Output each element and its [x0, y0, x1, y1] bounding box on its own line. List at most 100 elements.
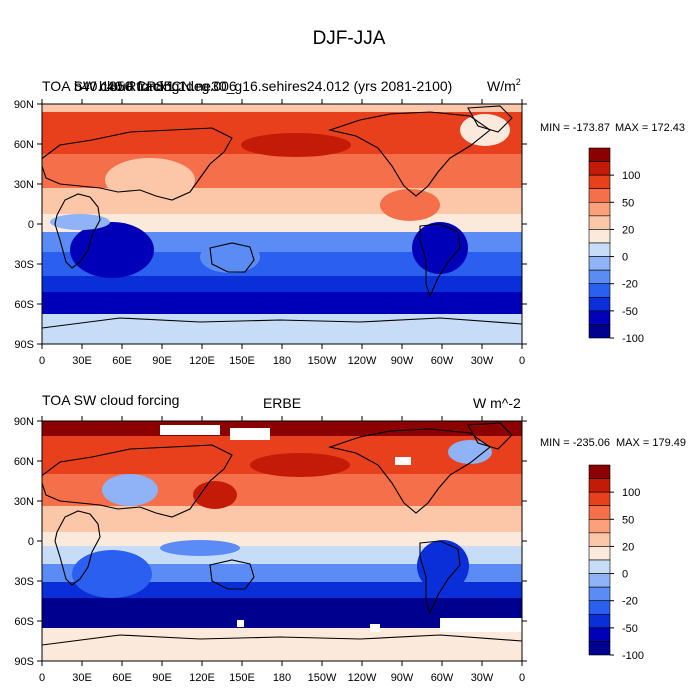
lat-label: 90N — [14, 416, 34, 428]
lat-label: 30N — [14, 179, 34, 191]
coast-eurasia — [42, 127, 233, 201]
coastlines — [42, 105, 522, 329]
field-blob — [250, 453, 350, 477]
missing-data — [370, 624, 380, 632]
lon-label: 0 — [519, 672, 525, 684]
colorbar-label: 50 — [622, 197, 634, 209]
lat-label: 30N — [14, 496, 34, 508]
colorbar-swatch — [588, 586, 611, 602]
missing-data — [395, 457, 411, 465]
lon-label: 180 — [273, 355, 291, 367]
colorbar-label: -50 — [622, 623, 638, 635]
missing-data — [230, 428, 270, 440]
lat-label: 90S — [14, 339, 34, 351]
coast-south-america — [419, 540, 461, 615]
lon-label: 120E — [189, 672, 215, 684]
lon-label: 150W — [308, 355, 337, 367]
panel-2-axes: 0 30E 60E 90E 120E 150E 180 150W 120W 90W 60W 30W 09… — [14, 416, 527, 684]
coast-north-america — [327, 111, 491, 197]
coast-australia — [209, 559, 255, 590]
panel-1-units-base: W/m — [487, 78, 516, 94]
field-blob — [160, 540, 240, 556]
missing-data — [237, 620, 244, 627]
panel-1-min-label: MIN = -173.87 — [540, 122, 610, 134]
lon-label: 150E — [229, 672, 255, 684]
colorbar-swatch — [588, 613, 611, 629]
lat-label: 60S — [14, 616, 34, 628]
colorbar-swatch — [588, 324, 611, 339]
lon-label: 30W — [471, 355, 494, 367]
coast-australia — [209, 242, 255, 273]
colorbar-label: 100 — [622, 487, 640, 499]
lon-label: 60W — [431, 672, 454, 684]
lon-label: 150E — [229, 355, 255, 367]
colorbar-swatch — [588, 532, 611, 547]
figure-title: DJF-JJA — [313, 28, 386, 49]
field-band — [42, 546, 522, 566]
field-blob — [50, 214, 110, 230]
panel-2-min-label: MIN = -235.06 — [540, 437, 610, 449]
field-blob — [448, 440, 492, 464]
panel-2-units: W m^-2 — [473, 395, 521, 411]
field-blob — [417, 540, 469, 592]
lon-label: 60E — [112, 672, 132, 684]
field-band — [42, 532, 522, 548]
field-band — [42, 564, 522, 584]
field-blob — [102, 474, 158, 506]
colorbar-swatch — [588, 269, 611, 285]
colorbar-swatch — [588, 147, 611, 162]
panel-1-colorbar: 100 50 20 0 -20 -50 -100 — [588, 147, 644, 345]
colorbar-label: -100 — [622, 650, 644, 662]
lon-label: 60E — [112, 355, 132, 367]
coast-greenland — [467, 105, 513, 133]
panel-observed: TOA SW cloud forcing ERBE W m^-2 — [14, 392, 686, 684]
colorbar-swatch — [588, 256, 611, 271]
colorbar-swatch — [588, 546, 611, 561]
colorbar-swatch — [588, 505, 611, 520]
colorbar-label: 50 — [622, 514, 634, 526]
colorbar-swatch — [588, 641, 611, 656]
lon-label: 30E — [72, 672, 92, 684]
lat-label: 90N — [14, 99, 34, 111]
colorbar-label: -100 — [622, 333, 644, 345]
panel-1-map — [42, 104, 522, 344]
colorbar-swatch — [588, 600, 611, 615]
colorbar-swatch — [588, 242, 611, 257]
colorbar-swatch — [588, 296, 611, 312]
lon-label: 30E — [72, 355, 92, 367]
colorbar-swatch — [588, 573, 611, 588]
panel-2-map — [42, 421, 522, 661]
missing-data — [440, 618, 522, 632]
coast-south-america — [419, 223, 461, 298]
coast-eurasia — [42, 444, 233, 518]
panel-1-center-title: b40.1850.track1.1deg.006 — [74, 78, 237, 94]
colorbar-label: 20 — [622, 541, 634, 553]
colorbar-label: -20 — [622, 596, 638, 608]
colorbar-swatch — [588, 478, 611, 493]
field-blob — [193, 481, 237, 509]
lon-label: 0 — [39, 672, 45, 684]
panel-1-max-label: MAX = 172.43 — [615, 122, 685, 134]
lon-label: 60W — [431, 355, 454, 367]
colorbar-swatch — [588, 310, 611, 325]
field-band — [42, 628, 522, 661]
lon-label: 30W — [471, 672, 494, 684]
colorbar-swatch — [588, 627, 611, 642]
colorbar-swatch — [588, 229, 611, 244]
panel-1-axes: 0 30E 60E 90E 120E 150E 180 150W 120W 90W 60W 30W 09… — [14, 99, 527, 367]
colorbar-swatch — [588, 518, 611, 534]
lat-label: 30S — [14, 576, 34, 588]
field-blob — [241, 133, 351, 157]
lon-label: 0 — [519, 355, 525, 367]
lat-label: 0 — [28, 219, 34, 231]
panel-2-center-title: ERBE — [263, 395, 301, 411]
field-band — [42, 506, 522, 534]
missing-data — [160, 425, 220, 435]
coast-africa — [54, 193, 101, 269]
field-band — [42, 292, 522, 314]
lon-label: 180 — [273, 672, 291, 684]
field-band — [42, 232, 522, 254]
lon-label: 0 — [39, 355, 45, 367]
lat-label: 60N — [14, 456, 34, 468]
field-blob — [72, 550, 152, 598]
